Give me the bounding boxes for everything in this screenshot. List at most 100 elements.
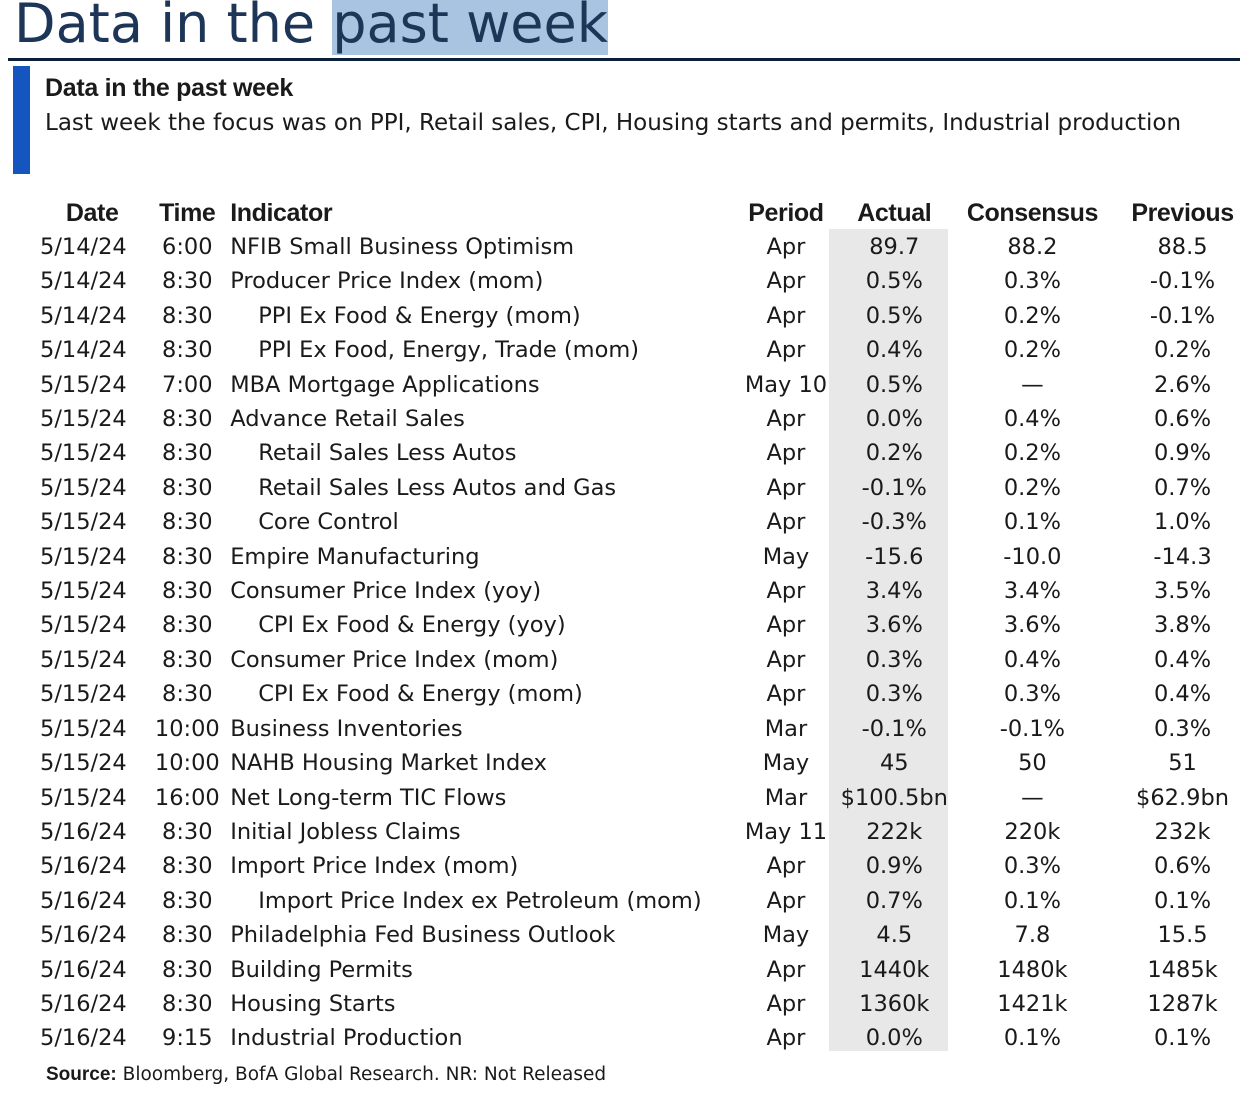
cell-date: 5/15/24 <box>40 578 127 605</box>
table-row: 5/14/24 8:30 PPI Ex Food, Energy, Trade (m… <box>36 333 1254 367</box>
header-period: Period <box>748 199 824 227</box>
cell-consensus: 0.2% <box>1003 337 1061 364</box>
cell-previous: 0.1% <box>1153 1025 1212 1052</box>
cell-date: 5/14/24 <box>40 234 127 260</box>
cell-previous: 88.5 <box>1157 234 1208 260</box>
cell-indicator: CPI Ex Food & Energy (mom) <box>258 681 583 708</box>
cell-period: Apr <box>766 406 806 433</box>
table-row: 5/14/24 8:30 PPI Ex Food & Energy (mom) Apr… <box>36 299 1254 333</box>
cell-actual: 89.7 <box>869 234 920 260</box>
cell-date: 5/15/24 <box>40 543 127 570</box>
box-heading: Data in the past week <box>45 74 293 102</box>
cell-actual: 3.6% <box>865 612 923 639</box>
table-row: 5/15/24 8:30 CPI Ex Food & Energy (yoy) Apr… <box>36 608 1254 642</box>
table-row: 5/15/24 8:30 Retail Sales Less Autos and G… <box>36 471 1254 505</box>
cell-date: 5/16/24 <box>40 956 127 983</box>
cell-previous: 0.4% <box>1153 646 1212 673</box>
box-subtitle: Last week the focus was on PPI, Retail s… <box>45 110 1182 136</box>
cell-time: 8:30 <box>162 853 213 880</box>
cell-consensus: 88.2 <box>1007 234 1058 260</box>
cell-actual: -0.3% <box>861 509 927 536</box>
cell-previous: $62.9bn <box>1136 784 1230 811</box>
cell-actual: 222k <box>866 818 923 845</box>
cell-consensus: 3.6% <box>1003 612 1061 639</box>
page-title: Data in the past week <box>14 0 609 56</box>
cell-actual: $100.5bn <box>840 784 948 811</box>
cell-indicator: Building Permits <box>230 956 413 983</box>
table-row: 5/16/24 8:30 Building Permits Apr 1440k 1480k… <box>36 953 1254 987</box>
table-row: 5/15/24 10:00 Business Inventories Mar -0.1%… <box>36 712 1254 746</box>
cell-actual: 0.5% <box>865 268 923 295</box>
cell-previous: 1.0% <box>1153 509 1212 536</box>
cell-indicator: Empire Manufacturing <box>230 543 480 570</box>
cell-period: Apr <box>766 853 806 880</box>
cell-previous: -0.1% <box>1149 268 1216 295</box>
cell-date: 5/15/24 <box>40 371 127 398</box>
cell-period: May <box>762 750 810 777</box>
cell-indicator: Retail Sales Less Autos <box>258 440 517 467</box>
cell-time: 8:30 <box>162 406 213 433</box>
cell-time: 8:30 <box>162 337 213 364</box>
cell-actual: 0.5% <box>865 371 923 398</box>
cell-indicator: MBA Mortgage Applications <box>230 371 540 398</box>
source-text: Bloomberg, BofA Global Research. NR: Not… <box>116 1064 607 1085</box>
cell-date: 5/15/24 <box>40 509 127 536</box>
cell-period: Apr <box>766 956 806 983</box>
cell-indicator: Initial Jobless Claims <box>230 818 461 845</box>
cell-previous: 0.2% <box>1153 337 1212 364</box>
page-title-highlighted: past week <box>332 0 609 55</box>
cell-period: May 10 <box>744 371 828 398</box>
cell-indicator: Philadelphia Fed Business Outlook <box>230 922 616 949</box>
cell-previous: 3.5% <box>1153 578 1212 605</box>
cell-period: Apr <box>766 474 806 501</box>
cell-consensus: 0.1% <box>1003 887 1061 914</box>
cell-date: 5/15/24 <box>40 750 127 777</box>
source-note: Source: Bloomberg, BofA Global Research.… <box>46 1064 606 1086</box>
cell-previous: 0.9% <box>1153 440 1212 467</box>
accent-bar <box>13 66 30 174</box>
cell-consensus: 0.1% <box>1003 1025 1061 1052</box>
cell-date: 5/16/24 <box>40 818 127 845</box>
data-table: Date Time Indicator Period Actual Consen… <box>36 196 1254 1056</box>
actual-column-highlight <box>829 229 948 1051</box>
title-divider <box>8 58 1240 61</box>
table-row: 5/16/24 8:30 Initial Jobless Claims May 11 2… <box>36 815 1254 849</box>
cell-date: 5/15/24 <box>40 440 127 467</box>
page-title-part1: Data in the <box>14 0 333 55</box>
cell-indicator: Business Inventories <box>230 715 463 742</box>
table-row: 5/15/24 8:30 CPI Ex Food & Energy (mom) Apr… <box>36 677 1254 711</box>
cell-time: 8:30 <box>162 509 213 536</box>
table-row: 5/16/24 8:30 Housing Starts Apr 1360k 1421k 12… <box>36 987 1254 1021</box>
cell-consensus: 0.2% <box>1003 440 1061 467</box>
cell-actual: 0.9% <box>865 853 923 880</box>
cell-period: Apr <box>766 234 806 260</box>
cell-actual: 0.5% <box>865 302 923 329</box>
cell-consensus: 0.4% <box>1003 646 1061 673</box>
cell-indicator: CPI Ex Food & Energy (yoy) <box>258 612 566 639</box>
cell-time: 8:30 <box>162 440 213 467</box>
cell-consensus: — <box>1021 784 1044 811</box>
cell-actual: 0.3% <box>865 681 923 708</box>
header-previous: Previous <box>1131 199 1234 227</box>
table-row: 5/15/24 8:30 Advance Retail Sales Apr 0.0% 0.… <box>36 402 1254 436</box>
header-indicator: Indicator <box>230 199 333 227</box>
cell-date: 5/16/24 <box>40 990 127 1017</box>
cell-date: 5/16/24 <box>40 853 127 880</box>
cell-period: Apr <box>766 646 806 673</box>
table-row: 5/14/24 6:00 NFIB Small Business Optimism A… <box>36 230 1254 264</box>
cell-time: 8:30 <box>162 543 213 570</box>
cell-indicator: NAHB Housing Market Index <box>230 750 547 777</box>
cell-time: 9:15 <box>162 1025 213 1052</box>
header-date: Date <box>65 199 119 227</box>
table-row: 5/15/24 10:00 NAHB Housing Market Index May… <box>36 746 1254 780</box>
cell-actual: 0.0% <box>865 1025 923 1052</box>
cell-indicator: Housing Starts <box>230 990 396 1017</box>
table-row: 5/16/24 8:30 Import Price Index ex Petrole… <box>36 884 1254 918</box>
cell-consensus: 3.4% <box>1003 578 1061 605</box>
cell-consensus: 0.3% <box>1003 681 1061 708</box>
cell-consensus: 220k <box>1004 818 1061 845</box>
cell-time: 8:30 <box>162 990 213 1017</box>
cell-indicator: Retail Sales Less Autos and Gas <box>258 474 617 501</box>
cell-consensus: -10.0 <box>1003 543 1062 570</box>
cell-previous: 1287k <box>1147 990 1218 1017</box>
